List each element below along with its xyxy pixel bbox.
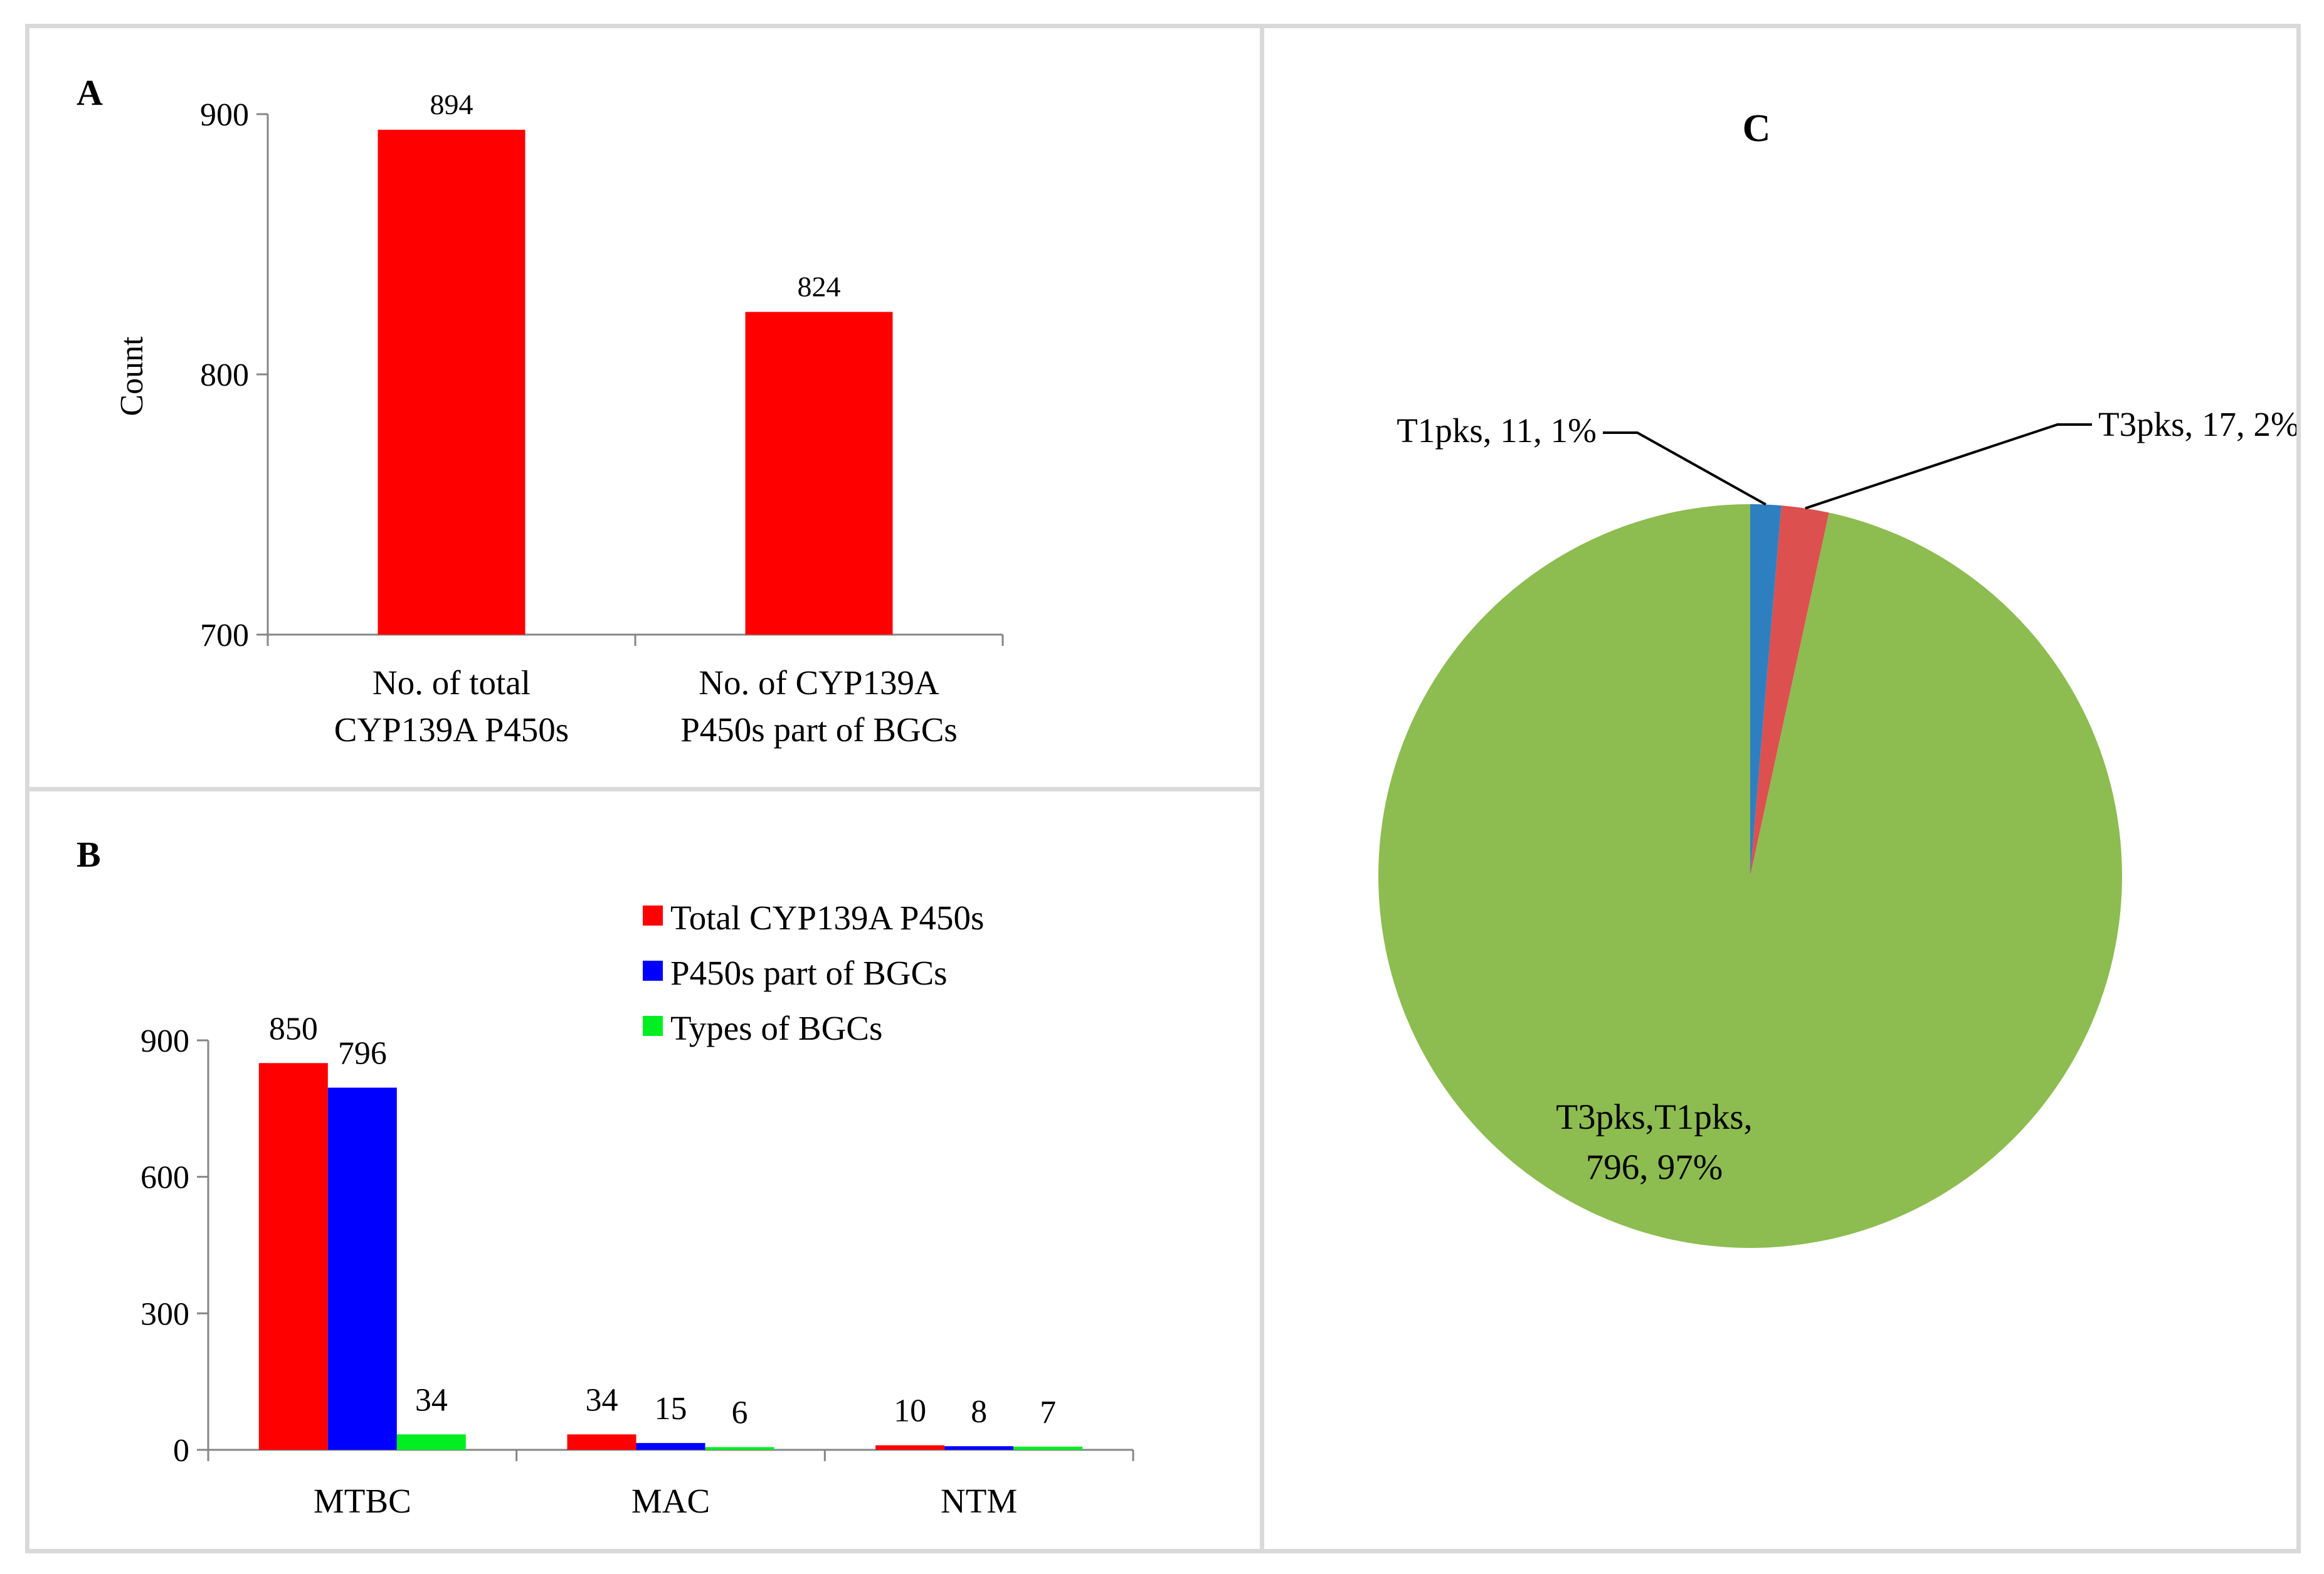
pie-slice <box>1750 504 1782 876</box>
b-bar <box>636 1443 705 1450</box>
pie-leader-line <box>1805 423 2092 510</box>
a-bar-value-label: 824 <box>798 270 841 302</box>
a-x-category-label: No. of CYP139A <box>699 663 939 702</box>
b-x-category-label: MAC <box>631 1482 710 1520</box>
b-bar <box>705 1447 774 1450</box>
panel-c-label: C <box>1743 107 1771 150</box>
b-bar-value-label: 6 <box>732 1395 748 1431</box>
a-bar-value-label: 894 <box>430 88 473 120</box>
a-y-tick-label: 900 <box>200 97 249 133</box>
pie-slice-label: 796, 97% <box>1586 1148 1723 1187</box>
b-bar <box>396 1434 466 1450</box>
b-bar-value-label: 850 <box>269 1011 318 1047</box>
b-bar-value-label: 8 <box>971 1394 987 1430</box>
pie-slice-label: T3pks,T1pks, <box>1556 1097 1753 1137</box>
chart-c: C T1pks, 11, 1% T3pks, 17, 2% T3pks,T1pks,… <box>1378 107 2296 1248</box>
panel-c: C T1pks, 11, 1% T3pks, 17, 2% T3pks,T1pks,… <box>1260 24 2301 1553</box>
legend-swatch <box>643 1016 663 1036</box>
b-bar <box>875 1445 945 1450</box>
b-bar <box>567 1434 636 1450</box>
pie-leader-line <box>1603 431 1767 506</box>
a-y-tick-label: 800 <box>200 357 249 393</box>
a-x-category-label: P450s part of BGCs <box>680 710 958 749</box>
pie-slice-label: T3pks, 17, 2% <box>2098 405 2296 443</box>
b-y-tick-label: 300 <box>140 1296 189 1332</box>
b-y-tick-label: 900 <box>140 1023 189 1059</box>
panel-b-label: B <box>77 834 101 875</box>
chart-a: A Count 700 800 900 894 No. of total CYP139A … <box>77 72 1004 749</box>
b-bar-value-label: 34 <box>415 1382 448 1418</box>
b-y-tick-label: 600 <box>140 1160 189 1196</box>
b-bar-value-label: 796 <box>338 1035 387 1071</box>
legend-swatch <box>643 961 663 981</box>
a-x-category-label: No. of total <box>372 663 531 702</box>
pie-slice <box>1378 504 2123 1248</box>
legend-swatch <box>643 906 663 926</box>
legend-label: Types of BGCs <box>670 1009 882 1047</box>
panel-a-label: A <box>77 72 103 113</box>
legend-label: P450s part of BGCs <box>670 954 948 992</box>
b-x-category-label: MTBC <box>314 1482 411 1520</box>
legend: Total CYP139A P450s P450s part of BGCs Typ… <box>643 899 984 1047</box>
b-bar <box>944 1446 1014 1450</box>
a-y-tick-label: 700 <box>200 618 249 653</box>
b-bar <box>258 1063 328 1450</box>
a-bar <box>745 312 893 635</box>
a-x-category-label: CYP139A P450s <box>334 710 569 749</box>
b-bar <box>1013 1446 1083 1450</box>
b-bar-value-label: 10 <box>894 1393 926 1429</box>
b-bar-value-label: 34 <box>586 1382 618 1418</box>
b-bar-value-label: 15 <box>655 1391 687 1427</box>
a-bar <box>378 129 526 635</box>
b-y-tick-label: 0 <box>173 1433 189 1469</box>
b-bar-value-label: 7 <box>1040 1395 1056 1430</box>
a-y-axis-title: Count <box>114 336 150 416</box>
legend-label: Total CYP139A P450s <box>670 899 984 937</box>
b-bar <box>327 1087 397 1450</box>
panel-b: B 0 300 600 900 850 796 34 MTBC 34 15 6 MAC 10 8 7 NTM … <box>25 787 1264 1553</box>
panel-a: A Count 700 800 900 894 No. of total CYP139A … <box>25 24 1264 791</box>
pie-slice <box>1750 505 1829 876</box>
pie-slice-label: T1pks, 11, 1% <box>1397 411 1597 450</box>
b-x-category-label: NTM <box>941 1482 1017 1520</box>
